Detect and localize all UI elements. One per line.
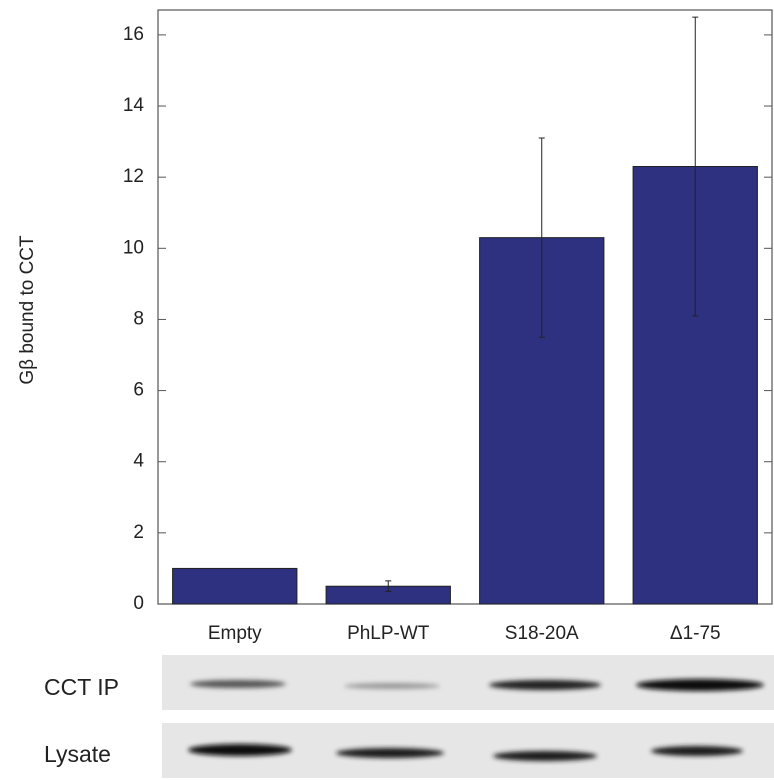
y-tick-label: 8 bbox=[133, 308, 144, 329]
y-tick-label: 6 bbox=[133, 380, 144, 401]
y-axis-label: Gβ bound to CCT bbox=[17, 235, 38, 385]
y-tick-label: 12 bbox=[123, 166, 144, 187]
x-tick-label: PhLP-WT bbox=[347, 623, 430, 644]
blot-band bbox=[651, 746, 743, 756]
y-tick-label: 2 bbox=[133, 522, 144, 543]
y-tick-label: 10 bbox=[123, 237, 144, 258]
blot-band bbox=[190, 680, 286, 688]
blot-band bbox=[493, 751, 597, 761]
blot-label: CCT IP bbox=[44, 674, 119, 700]
y-tick-label: 14 bbox=[123, 95, 145, 116]
blot-band bbox=[344, 683, 440, 689]
blot-band bbox=[489, 680, 601, 690]
x-tick-label: Δ1-75 bbox=[670, 623, 721, 644]
figure: Gβ bound to CCT CCT IP Lysate 0 2 4 6 8 10 12 1… bbox=[0, 0, 774, 780]
y-tick-label: 4 bbox=[133, 451, 144, 472]
y-tick-label: 16 bbox=[123, 24, 144, 45]
blot-label: Lysate bbox=[44, 741, 111, 767]
blot-band bbox=[336, 748, 444, 758]
blot-band bbox=[188, 744, 292, 756]
x-tick-label: Empty bbox=[208, 623, 262, 644]
y-tick-label: 0 bbox=[133, 593, 144, 614]
bar bbox=[173, 568, 297, 604]
x-tick-label: S18-20A bbox=[505, 623, 579, 644]
blot-band bbox=[636, 679, 764, 691]
